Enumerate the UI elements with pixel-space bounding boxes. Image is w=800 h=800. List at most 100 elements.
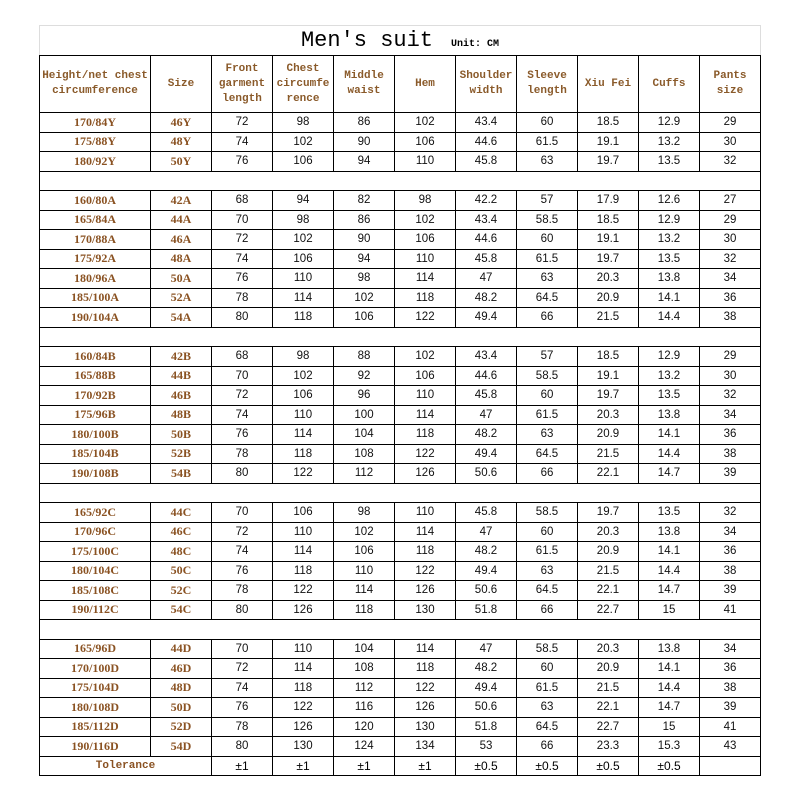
- measurement-cell: 110: [333, 560, 395, 581]
- measurement-cell: 13.8: [638, 638, 700, 659]
- measurement-cell: 80: [211, 463, 273, 484]
- height-chest-cell: 175/104D: [39, 677, 151, 698]
- size-cell: 50D: [150, 697, 212, 718]
- table-row: 170/84Y 46Y 72 98 86 102 43.4 60 18.5 12.9 29: [39, 112, 762, 133]
- size-cell: 46Y: [150, 112, 212, 133]
- measurement-cell: 74: [211, 248, 273, 269]
- measurement-cell: 34: [698, 404, 762, 425]
- measurement-cell: 19.1: [577, 365, 639, 386]
- measurement-cell: 48.2: [455, 424, 517, 445]
- table-row: 180/92Y 50Y 76 106 94 110 45.8 63 19.7 13.5 32: [39, 151, 762, 172]
- measurement-cell: 134: [394, 736, 456, 757]
- table-row: 170/88A 46A 72 102 90 106 44.6 60 19.1 13.2 30: [39, 229, 762, 250]
- measurement-cell: 30: [698, 229, 762, 250]
- measurement-cell: 29: [698, 112, 762, 133]
- measurement-cell: 30: [698, 365, 762, 386]
- measurement-cell: 130: [394, 599, 456, 620]
- measurement-cell: 82: [333, 190, 395, 211]
- measurement-cell: 13.2: [638, 365, 700, 386]
- measurement-cell: 126: [394, 463, 456, 484]
- table-row: 180/108D 50D 76 122 116 126 50.6 63 22.1 14.7 39: [39, 697, 762, 718]
- measurement-cell: 68: [211, 190, 273, 211]
- measurement-cell: 22.1: [577, 697, 639, 718]
- height-chest-cell: 180/108D: [39, 697, 151, 718]
- separator-cell: [38, 482, 762, 503]
- measurement-cell: 38: [698, 677, 762, 698]
- measurement-cell: 58.5: [516, 502, 578, 523]
- measurement-cell: 106: [272, 151, 334, 172]
- table-row: 180/104C 50C 76 118 110 122 49.4 63 21.5 14.4 38: [39, 560, 762, 581]
- column-header: Xiu Fei: [577, 55, 639, 113]
- size-cell: 50B: [150, 424, 212, 445]
- measurement-cell: 39: [698, 697, 762, 718]
- measurement-cell: 94: [333, 248, 395, 269]
- size-cell: 48A: [150, 248, 212, 269]
- measurement-cell: 114: [394, 638, 456, 659]
- measurement-cell: 98: [272, 346, 334, 367]
- measurement-cell: 13.8: [638, 521, 700, 542]
- measurement-cell: 98: [333, 268, 395, 289]
- measurement-cell: 60: [516, 229, 578, 250]
- height-chest-cell: 180/96A: [39, 268, 151, 289]
- measurement-cell: 76: [211, 697, 273, 718]
- tolerance-cell: ±1: [333, 755, 395, 776]
- measurement-cell: 38: [698, 443, 762, 464]
- measurement-cell: 61.5: [516, 131, 578, 152]
- measurement-cell: 19.1: [577, 131, 639, 152]
- measurement-cell: 122: [272, 580, 334, 601]
- height-chest-cell: 160/80A: [39, 190, 151, 211]
- measurement-cell: 47: [455, 638, 517, 659]
- measurement-cell: 72: [211, 521, 273, 542]
- measurement-cell: 44.6: [455, 365, 517, 386]
- measurement-cell: 36: [698, 424, 762, 445]
- height-chest-cell: 190/104A: [39, 307, 151, 328]
- measurement-cell: 98: [272, 209, 334, 230]
- measurement-cell: 14.1: [638, 658, 700, 679]
- measurement-cell: 102: [333, 521, 395, 542]
- height-chest-cell: 165/84A: [39, 209, 151, 230]
- measurement-cell: 98: [394, 190, 456, 211]
- height-chest-cell: 175/100C: [39, 541, 151, 562]
- measurement-cell: 72: [211, 385, 273, 406]
- measurement-cell: 21.5: [577, 307, 639, 328]
- table-row: 165/88B 44B 70 102 92 106 44.6 58.5 19.1 13.2 30: [39, 365, 762, 386]
- measurement-cell: 80: [211, 736, 273, 757]
- measurement-cell: 108: [333, 658, 395, 679]
- measurement-cell: 70: [211, 502, 273, 523]
- measurement-cell: 124: [333, 736, 395, 757]
- height-chest-cell: 170/84Y: [39, 112, 151, 133]
- height-chest-cell: 160/84B: [39, 346, 151, 367]
- measurement-cell: 18.5: [577, 346, 639, 367]
- measurement-cell: 36: [698, 541, 762, 562]
- measurement-cell: 118: [394, 658, 456, 679]
- measurement-cell: 39: [698, 580, 762, 601]
- measurement-cell: 90: [333, 229, 395, 250]
- measurement-cell: 19.1: [577, 229, 639, 250]
- height-chest-cell: 165/88B: [39, 365, 151, 386]
- measurement-cell: 14.1: [638, 541, 700, 562]
- measurement-cell: 20.9: [577, 287, 639, 308]
- measurement-cell: 114: [333, 580, 395, 601]
- size-cell: 48B: [150, 404, 212, 425]
- measurement-cell: 118: [394, 541, 456, 562]
- measurement-cell: 102: [394, 209, 456, 230]
- measurement-cell: 38: [698, 307, 762, 328]
- measurement-cell: 88: [333, 346, 395, 367]
- table-row: 190/116D 54D 80 130 124 134 53 66 23.3 15.3 43: [39, 736, 762, 757]
- measurement-cell: 19.7: [577, 151, 639, 172]
- measurement-cell: 118: [272, 443, 334, 464]
- measurement-cell: 102: [272, 131, 334, 152]
- measurement-cell: 43.4: [455, 209, 517, 230]
- measurement-cell: 86: [333, 112, 395, 133]
- measurement-cell: 14.7: [638, 697, 700, 718]
- measurement-cell: 130: [272, 736, 334, 757]
- column-header: Front garment length: [211, 55, 273, 113]
- size-cell: 44D: [150, 638, 212, 659]
- height-chest-cell: 190/112C: [39, 599, 151, 620]
- size-cell: 50Y: [150, 151, 212, 172]
- measurement-cell: 66: [516, 736, 578, 757]
- measurement-cell: 114: [272, 287, 334, 308]
- measurement-cell: 20.3: [577, 268, 639, 289]
- measurement-cell: 64.5: [516, 287, 578, 308]
- measurement-cell: 49.4: [455, 307, 517, 328]
